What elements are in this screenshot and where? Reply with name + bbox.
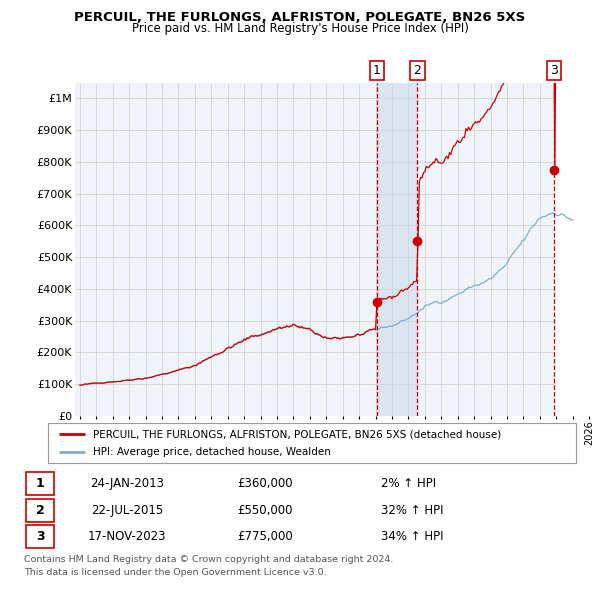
Text: 22-JUL-2015: 22-JUL-2015 xyxy=(91,504,163,517)
FancyBboxPatch shape xyxy=(26,473,54,496)
Text: £775,000: £775,000 xyxy=(238,530,293,543)
Text: HPI: Average price, detached house, Wealden: HPI: Average price, detached house, Weal… xyxy=(93,447,331,457)
Bar xyxy=(377,83,418,416)
Text: Contains HM Land Registry data © Crown copyright and database right 2024.: Contains HM Land Registry data © Crown c… xyxy=(24,555,394,563)
Text: 1: 1 xyxy=(36,477,44,490)
Text: 3: 3 xyxy=(36,530,44,543)
Text: 24-JAN-2013: 24-JAN-2013 xyxy=(90,477,164,490)
Text: Price paid vs. HM Land Registry's House Price Index (HPI): Price paid vs. HM Land Registry's House … xyxy=(131,22,469,35)
Text: 2: 2 xyxy=(413,64,421,77)
Text: PERCUIL, THE FURLONGS, ALFRISTON, POLEGATE, BN26 5XS: PERCUIL, THE FURLONGS, ALFRISTON, POLEGA… xyxy=(74,11,526,24)
Text: 3: 3 xyxy=(550,64,558,77)
FancyBboxPatch shape xyxy=(26,499,54,522)
Text: PERCUIL, THE FURLONGS, ALFRISTON, POLEGATE, BN26 5XS (detached house): PERCUIL, THE FURLONGS, ALFRISTON, POLEGA… xyxy=(93,430,501,440)
Text: 34% ↑ HPI: 34% ↑ HPI xyxy=(380,530,443,543)
Text: 2% ↑ HPI: 2% ↑ HPI xyxy=(380,477,436,490)
Text: 2: 2 xyxy=(36,504,44,517)
FancyBboxPatch shape xyxy=(26,525,54,548)
Text: £550,000: £550,000 xyxy=(238,504,293,517)
Text: 32% ↑ HPI: 32% ↑ HPI xyxy=(380,504,443,517)
Text: 1: 1 xyxy=(373,64,380,77)
Text: This data is licensed under the Open Government Licence v3.0.: This data is licensed under the Open Gov… xyxy=(24,568,326,576)
Text: 17-NOV-2023: 17-NOV-2023 xyxy=(88,530,166,543)
Text: £360,000: £360,000 xyxy=(238,477,293,490)
Bar xyxy=(554,83,600,416)
